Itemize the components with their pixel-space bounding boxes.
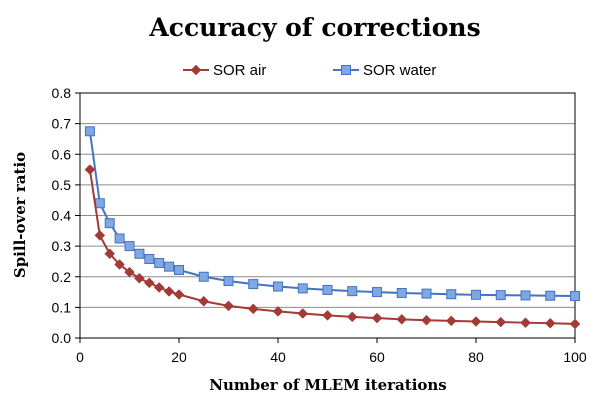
- data-point-sor-water: [471, 289, 481, 300]
- series-line-sor-water: [88, 131, 576, 298]
- data-point-sor-air: [173, 289, 185, 300]
- data-point-sor-air: [134, 272, 145, 284]
- legend-item-sor-air: SOR air: [183, 62, 266, 79]
- x-tick-label: 20: [171, 349, 187, 365]
- series-sor-air: [84, 164, 581, 330]
- data-point-sor-air: [520, 317, 531, 329]
- gridlines: [80, 123, 575, 308]
- data-point-sor-water: [347, 286, 358, 297]
- legend-label: SOR water: [363, 62, 436, 79]
- y-tick-label: 0.5: [52, 177, 72, 193]
- data-point-sor-air: [396, 313, 408, 325]
- x-axis-title: Number of MLEM iterations: [209, 376, 447, 394]
- data-point-sor-air: [124, 266, 135, 278]
- data-point-sor-water: [104, 218, 115, 229]
- data-point-sor-air: [163, 286, 175, 297]
- y-tick-label: 0.8: [52, 85, 72, 101]
- data-point-sor-water: [372, 287, 382, 298]
- data-point-sor-water: [446, 289, 457, 300]
- data-point-sor-water: [570, 291, 580, 302]
- y-tick-label: 0.7: [52, 116, 72, 132]
- data-point-sor-air: [322, 309, 333, 321]
- data-point-sor-water: [297, 283, 308, 294]
- data-point-sor-air: [421, 314, 432, 326]
- chart-title: Accuracy of corrections: [148, 13, 480, 42]
- y-tick-label: 0.4: [52, 208, 72, 224]
- data-point-sor-water: [520, 290, 531, 301]
- data-point-sor-air: [223, 300, 234, 312]
- data-point-sor-water: [223, 276, 234, 287]
- y-tick-label: 0.0: [52, 330, 72, 346]
- data-point-sor-water: [164, 261, 175, 272]
- data-point-sor-water: [174, 265, 184, 276]
- data-point-sor-water: [94, 198, 105, 209]
- y-tick-label: 0.1: [52, 299, 72, 315]
- x-tick-label: 100: [563, 349, 587, 365]
- y-tick-label: 0.6: [52, 146, 72, 162]
- legend-marker: [190, 64, 202, 76]
- data-point-sor-air: [104, 248, 116, 260]
- data-point-sor-air: [114, 259, 125, 270]
- data-point-sor-air: [297, 308, 309, 319]
- data-point-sor-air: [470, 316, 482, 327]
- data-point-sor-air: [84, 164, 96, 175]
- x-tick-label: 60: [369, 349, 385, 365]
- series-layer: [84, 126, 581, 330]
- y-tick-label: 0.3: [52, 238, 72, 254]
- data-point-sor-water: [124, 241, 135, 252]
- data-point-sor-air: [94, 230, 106, 241]
- data-point-sor-water: [421, 288, 432, 299]
- legend-label: SOR air: [213, 62, 266, 79]
- data-point-sor-air: [371, 312, 383, 324]
- data-point-sor-air: [272, 306, 284, 317]
- data-point-sor-water: [322, 284, 333, 295]
- data-point-sor-air: [198, 295, 210, 307]
- data-point-sor-water: [84, 126, 95, 137]
- y-tick-label: 0.2: [52, 269, 72, 285]
- data-point-sor-air: [569, 318, 581, 330]
- data-point-sor-water: [134, 248, 145, 259]
- data-point-sor-air: [544, 317, 556, 329]
- x-axis-ticks: 0 20 40 60 80 100: [76, 338, 587, 365]
- y-axis-ticks: 0.0 0.1 0.2 0.3 0.4 0.5 0.6 0.7 0.8: [52, 85, 80, 346]
- series-line-sor-air: [88, 169, 576, 325]
- data-point-sor-water: [154, 257, 165, 268]
- data-point-sor-water: [545, 290, 556, 301]
- y-axis-title: Spill-over ratio: [11, 152, 29, 278]
- data-point-sor-air: [247, 303, 259, 315]
- x-tick-label: 80: [468, 349, 484, 365]
- series-sor-water: [84, 126, 580, 302]
- legend: SOR air SOR water: [183, 62, 436, 79]
- data-point-sor-water: [273, 281, 283, 292]
- data-point-sor-water: [248, 279, 259, 290]
- x-tick-label: 40: [270, 349, 286, 365]
- data-point-sor-air: [143, 277, 155, 289]
- data-point-sor-water: [144, 253, 155, 264]
- legend-marker: [341, 65, 351, 75]
- data-point-sor-air: [445, 315, 457, 327]
- data-point-sor-air: [153, 282, 165, 293]
- data-point-sor-air: [346, 311, 358, 323]
- data-point-sor-water: [396, 287, 407, 298]
- data-point-sor-water: [198, 271, 209, 282]
- x-tick-label: 0: [76, 349, 84, 365]
- data-point-sor-air: [495, 316, 507, 328]
- data-point-sor-water: [495, 290, 506, 301]
- legend-item-sor-water: SOR water: [333, 62, 436, 79]
- data-point-sor-water: [114, 233, 125, 244]
